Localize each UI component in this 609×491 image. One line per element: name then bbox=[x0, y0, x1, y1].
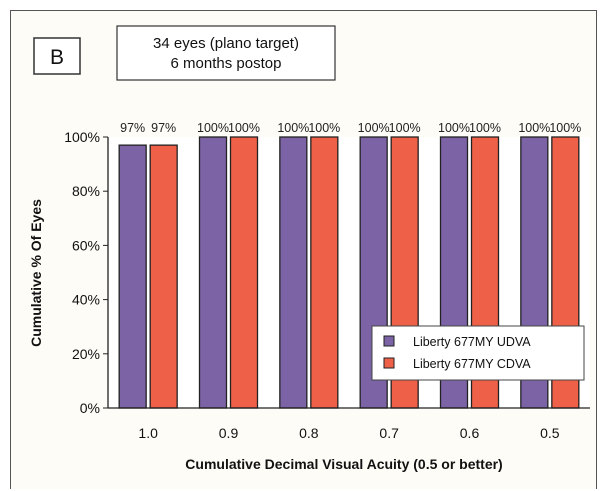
y-tick-label: 20% bbox=[72, 346, 100, 362]
data-label: 97% bbox=[151, 121, 176, 135]
bar-udva bbox=[118, 144, 147, 409]
y-tick-label: 100% bbox=[64, 129, 100, 145]
data-label: 100% bbox=[438, 121, 470, 135]
data-label: 100% bbox=[197, 121, 229, 135]
data-label: 100% bbox=[549, 121, 581, 135]
data-label: 100% bbox=[358, 121, 390, 135]
legend-label: Liberty 677MY CDVA bbox=[413, 357, 531, 371]
y-tick-label: 40% bbox=[72, 292, 100, 308]
x-tick-label: 0.6 bbox=[460, 425, 480, 441]
y-tick-label: 0% bbox=[80, 400, 100, 416]
bar-udva bbox=[279, 136, 308, 409]
x-tick-label: 1.0 bbox=[138, 425, 158, 441]
panel-label-box bbox=[33, 37, 81, 75]
legend-swatch bbox=[383, 335, 395, 347]
y-tick-label: 80% bbox=[72, 183, 100, 199]
data-label: 100% bbox=[518, 121, 550, 135]
x-axis-title: Cumulative Decimal Visual Acuity (0.5 or… bbox=[185, 456, 502, 472]
info-line-2: 6 months postop bbox=[171, 55, 282, 72]
y-tick-label: 60% bbox=[72, 237, 100, 253]
bar-cdva bbox=[310, 136, 339, 409]
data-label: 100% bbox=[308, 121, 340, 135]
x-tick-label: 0.8 bbox=[299, 425, 319, 441]
y-axis-title: Cumulative % Of Eyes bbox=[28, 199, 44, 347]
x-tick-label: 0.5 bbox=[540, 425, 560, 441]
data-label: 100% bbox=[469, 121, 501, 135]
bar-cdva bbox=[229, 136, 259, 409]
x-tick-label: 0.9 bbox=[219, 425, 239, 441]
info-box bbox=[116, 25, 336, 81]
legend-label: Liberty 677MY UDVA bbox=[413, 335, 531, 349]
info-line-1: 34 eyes (plano target) bbox=[153, 35, 299, 52]
data-label: 97% bbox=[120, 121, 145, 135]
data-label: 100% bbox=[277, 121, 309, 135]
panel-label: B bbox=[50, 46, 64, 69]
legend-swatch bbox=[383, 357, 395, 369]
legend-box bbox=[371, 325, 585, 381]
bar-cdva bbox=[149, 144, 178, 409]
x-tick-label: 0.7 bbox=[379, 425, 399, 441]
data-label: 100% bbox=[228, 121, 260, 135]
bar-udva bbox=[198, 136, 228, 409]
data-label: 100% bbox=[389, 121, 421, 135]
